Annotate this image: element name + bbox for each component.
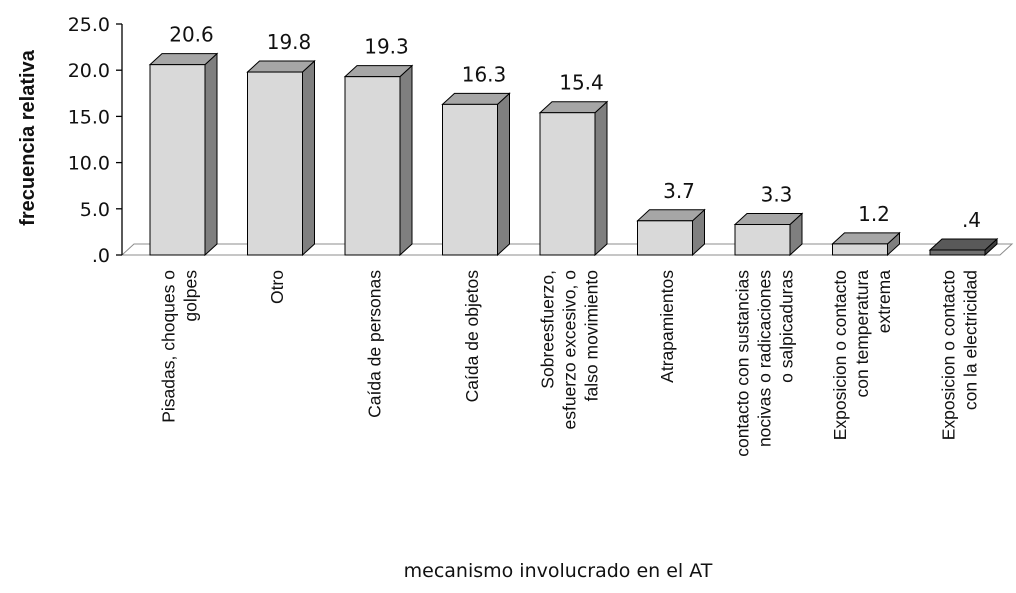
category-label-line: Caída de personas bbox=[365, 270, 385, 418]
category-label: Caída de personas bbox=[365, 270, 385, 418]
y-tick-label: 15.0 bbox=[68, 106, 110, 128]
data-labels: 20.6 19.8 19.3 16.3 15.4 3.7 3.3 1.2 .4 bbox=[169, 23, 981, 232]
category-labels: Pisadas, choques o golpes Otro Caída de per… bbox=[159, 270, 981, 457]
x-axis-label: mecanismo involucrado en el AT bbox=[404, 560, 713, 582]
category-label-line: contacto con sustancias bbox=[733, 270, 753, 457]
category-label: Pisadas, choques o golpes bbox=[159, 270, 201, 423]
bar bbox=[148, 52, 219, 257]
bar-front bbox=[637, 220, 693, 256]
data-label: 16.3 bbox=[462, 62, 507, 86]
category-label-line: esfuerzo excesivo, o bbox=[560, 270, 580, 430]
bar bbox=[831, 231, 901, 257]
y-axis-label: frecuencia relativa bbox=[17, 49, 39, 226]
category-label-line: golpes bbox=[181, 270, 201, 322]
category-label-line: Caída de objetos bbox=[462, 270, 482, 403]
data-label: 19.8 bbox=[267, 30, 312, 54]
category-label: Exposicion o contacto con la electricidad bbox=[939, 270, 981, 440]
category-label-line: Pisadas, choques o bbox=[159, 270, 179, 423]
bars bbox=[148, 52, 999, 257]
bar-side bbox=[399, 64, 413, 257]
bar bbox=[928, 237, 999, 257]
y-tick-label: 10.0 bbox=[68, 153, 110, 175]
bar bbox=[246, 59, 316, 257]
category-label-line: Exposicion o contacto bbox=[939, 270, 959, 440]
category-label-line: o salpicaduras bbox=[777, 270, 797, 383]
category-label-line: nocivas o radicaciones bbox=[755, 270, 775, 447]
category-label-line: Otro bbox=[267, 270, 287, 304]
y-axis: 25.0 20.0 15.0 10.0 5.0 .0 bbox=[68, 14, 123, 267]
bar-top bbox=[928, 238, 999, 251]
bar-side bbox=[497, 92, 510, 257]
bar bbox=[636, 208, 706, 257]
bar-front bbox=[442, 103, 498, 256]
y-tick-label: .0 bbox=[92, 245, 110, 267]
category-label: Caída de objetos bbox=[462, 270, 482, 403]
category-label-line: Atrapamientos bbox=[657, 270, 677, 383]
data-label: 3.3 bbox=[761, 183, 793, 207]
bar bbox=[343, 64, 414, 257]
bar-front bbox=[734, 224, 791, 256]
category-label-line: extrema bbox=[874, 270, 894, 333]
y-tick-label: 5.0 bbox=[80, 199, 110, 221]
category-label-line: Sobreesfuerzo, bbox=[538, 270, 558, 389]
bar bbox=[733, 212, 804, 257]
data-label: 15.4 bbox=[559, 71, 604, 95]
bar-front bbox=[247, 71, 303, 256]
bar-side bbox=[204, 52, 218, 257]
bar-top bbox=[636, 209, 706, 222]
bar-front bbox=[832, 243, 888, 256]
bar-top bbox=[538, 101, 609, 114]
bar-top bbox=[441, 92, 511, 105]
bar-top bbox=[831, 232, 901, 245]
bar-top bbox=[733, 213, 804, 226]
category-label: Exposicion o contacto con temperatura extr… bbox=[830, 270, 894, 441]
bar-top bbox=[148, 53, 219, 66]
category-label: Atrapamientos bbox=[657, 270, 677, 383]
data-label: 19.3 bbox=[364, 35, 409, 59]
bar-front bbox=[149, 64, 206, 256]
bar-front bbox=[539, 112, 596, 256]
y-tick-label: 25.0 bbox=[68, 14, 110, 36]
bar-top bbox=[343, 65, 414, 78]
data-label: 20.6 bbox=[169, 23, 214, 47]
bar-front bbox=[344, 76, 401, 256]
bar-top bbox=[246, 60, 316, 73]
category-label: contacto con sustancias nocivas o radicac… bbox=[733, 270, 797, 457]
bar-side bbox=[594, 100, 608, 257]
bar bbox=[538, 100, 609, 257]
data-label: 3.7 bbox=[663, 179, 695, 203]
bar-front bbox=[929, 249, 986, 256]
bar bbox=[441, 92, 511, 257]
data-label: .4 bbox=[962, 208, 981, 232]
category-label: Otro bbox=[267, 270, 287, 304]
category-label-line: con la electricidad bbox=[961, 270, 981, 410]
category-label: Sobreesfuerzo, esfuerzo excesivo, o falso … bbox=[538, 270, 602, 430]
y-tick-label: 20.0 bbox=[68, 60, 110, 82]
category-label-line: con temperatura bbox=[852, 270, 872, 398]
category-label-line: Exposicion o contacto bbox=[830, 270, 850, 440]
data-label: 1.2 bbox=[858, 202, 890, 226]
bar-side bbox=[302, 59, 315, 257]
category-label-line: falso movimiento bbox=[582, 270, 602, 401]
